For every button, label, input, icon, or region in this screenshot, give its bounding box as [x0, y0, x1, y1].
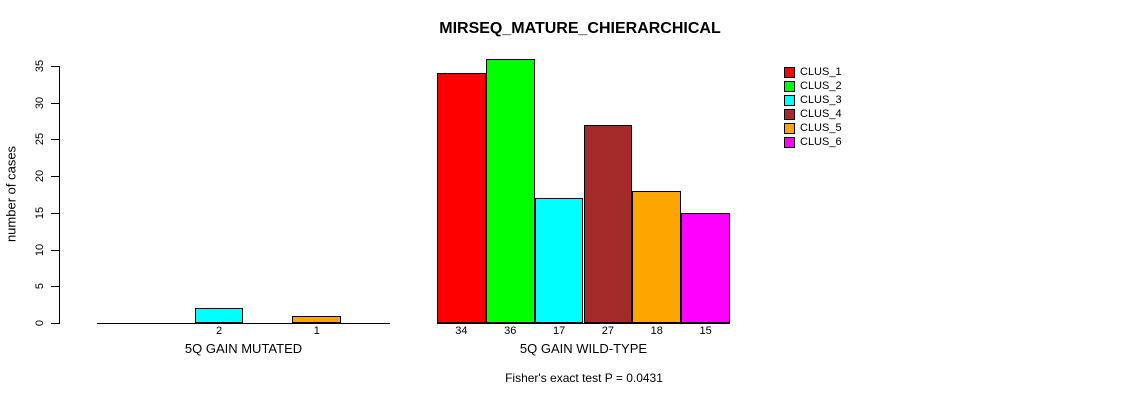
- bar-value-label: 27: [601, 325, 615, 337]
- y-axis-tick: [51, 212, 59, 214]
- legend-item: CLUS_6: [784, 135, 842, 149]
- group-label: 5Q GAIN MUTATED: [184, 341, 303, 356]
- y-axis-tick: [51, 323, 59, 324]
- y-axis-tick-label: 20: [34, 170, 46, 183]
- fisher-test-annotation: Fisher's exact test P = 0.0431: [505, 371, 663, 385]
- legend-item-label: CLUS_6: [800, 136, 842, 148]
- bar-value-label: 36: [504, 325, 517, 337]
- legend-color-swatch: [784, 108, 795, 120]
- y-axis-tick: [51, 102, 59, 104]
- legend-item: CLUS_2: [784, 79, 842, 93]
- bar-value-label: 15: [699, 325, 712, 337]
- legend-color-swatch: [784, 136, 795, 148]
- bar-value-label: 2: [216, 325, 223, 337]
- bar-clus_5: [632, 190, 682, 323]
- y-axis-tick-label: 10: [34, 243, 46, 256]
- legend-item-label: CLUS_2: [800, 80, 842, 92]
- legend-item: CLUS_3: [784, 93, 842, 107]
- bar-clus_6: [681, 212, 730, 323]
- bar-clus_3: [534, 198, 584, 323]
- legend-color-swatch: [784, 122, 795, 134]
- bar-clus_1: [437, 73, 486, 323]
- legend-item-label: CLUS_4: [800, 108, 842, 120]
- legend-item: CLUS_5: [784, 121, 842, 135]
- legend-item-label: CLUS_5: [800, 122, 842, 134]
- group-label: 5Q GAIN WILD-TYPE: [519, 341, 648, 356]
- legend-item-label: CLUS_3: [800, 94, 842, 106]
- y-axis-label: number of cases: [3, 145, 19, 243]
- x-axis-baseline: [97, 323, 390, 324]
- y-axis-tick: [51, 286, 59, 288]
- legend: CLUS_1 CLUS_2 CLUS_3 CLUS_4 CLUS_5 CLUS_6: [784, 65, 842, 149]
- chart-title: MIRSEQ_MATURE_CHIERARCHICAL: [439, 20, 721, 37]
- bar-value-label: 18: [650, 325, 663, 337]
- bar-value-label: 17: [552, 325, 566, 337]
- y-axis-tick-label: 0: [34, 319, 46, 327]
- y-axis-tick-label: 30: [34, 96, 46, 109]
- legend-color-swatch: [784, 94, 795, 106]
- bar-clus_3: [194, 308, 244, 323]
- y-axis-tick-label: 25: [34, 133, 46, 146]
- y-axis-tick: [51, 139, 59, 141]
- legend-color-swatch: [784, 80, 795, 92]
- bar-clus_4: [583, 124, 633, 323]
- legend-item: CLUS_4: [784, 107, 842, 121]
- bar-value-label: 1: [313, 325, 320, 337]
- x-axis-baseline: [437, 323, 730, 324]
- bar-clus_5: [292, 315, 342, 323]
- legend-item: CLUS_1: [784, 65, 842, 79]
- bar-value-label: 34: [455, 325, 468, 337]
- legend-color-swatch: [784, 66, 795, 78]
- legend-item-label: CLUS_1: [800, 66, 842, 78]
- y-axis-tick: [51, 249, 59, 251]
- y-axis-tick: [51, 176, 59, 178]
- y-axis-tick: [51, 66, 59, 67]
- y-axis-tick-label: 15: [34, 206, 46, 219]
- bar-clus_2: [485, 58, 535, 323]
- y-axis-tick-label: 5: [34, 283, 46, 290]
- y-axis-line: [59, 66, 60, 324]
- y-axis-tick-label: 35: [34, 59, 46, 73]
